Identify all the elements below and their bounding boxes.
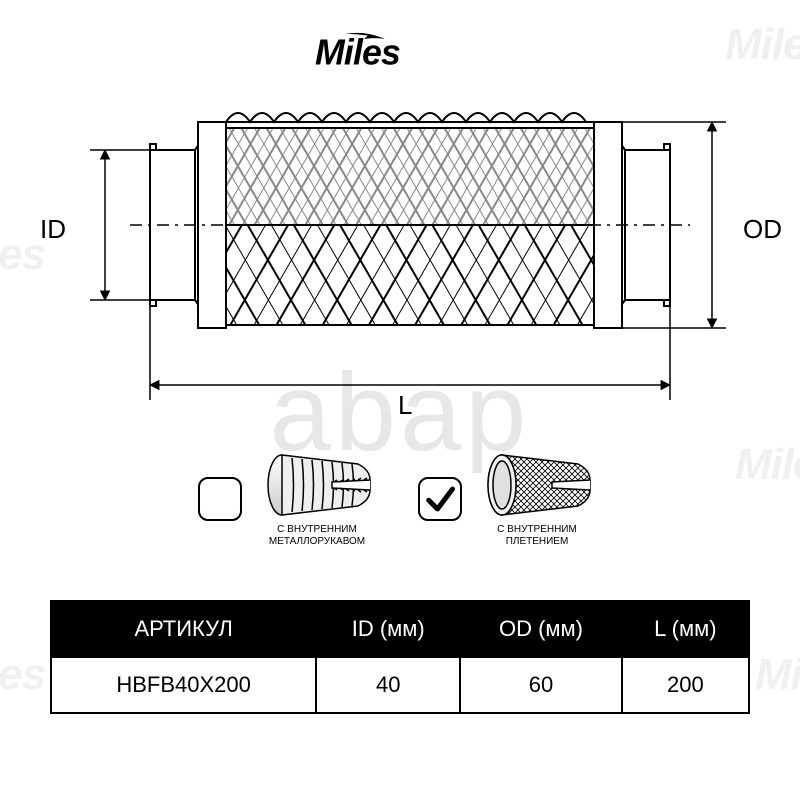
cell-article: HBFB40X200	[51, 657, 316, 713]
option-label: С ВНУТРЕННИМ МЕТАЛЛОРУКАВОМ	[252, 524, 382, 548]
cell-l: 200	[622, 657, 749, 713]
watermark: Miles	[0, 230, 45, 280]
table-row: HBFB40X200 40 60 200	[51, 657, 749, 713]
checkmark-icon	[425, 484, 455, 514]
col-od: OD (мм)	[460, 601, 621, 657]
watermark: Miles	[725, 20, 800, 70]
l-label: L	[398, 390, 412, 421]
table-header-row: АРТИКУЛ ID (мм) OD (мм) L (мм)	[51, 601, 749, 657]
watermark: Miles	[755, 650, 800, 700]
option-label: С ВНУТРЕННИМ ПЛЕТЕНИЕМ	[472, 524, 602, 548]
cell-od: 60	[460, 657, 621, 713]
corrugated-sleeve-icon	[262, 450, 372, 520]
options-row: С ВНУТРЕННИМ МЕТАЛЛОРУКАВОМ	[0, 450, 800, 548]
watermark: Miles	[0, 650, 45, 700]
checkbox-checked	[418, 477, 462, 521]
od-label: OD	[743, 214, 782, 245]
spec-table: АРТИКУЛ ID (мм) OD (мм) L (мм) HBFB40X20…	[50, 600, 750, 714]
svg-text:Miles: Miles	[315, 32, 400, 72]
brand-logo: Miles	[315, 28, 485, 83]
col-article: АРТИКУЛ	[51, 601, 316, 657]
col-l: L (мм)	[622, 601, 749, 657]
cell-id: 40	[316, 657, 460, 713]
technical-diagram: ID OD L	[60, 100, 740, 420]
option-metal-sleeve: С ВНУТРЕННИМ МЕТАЛЛОРУКАВОМ	[198, 450, 382, 548]
col-id: ID (мм)	[316, 601, 460, 657]
id-label: ID	[40, 214, 66, 245]
braided-sleeve-icon	[482, 450, 592, 520]
checkbox-unchecked	[198, 477, 242, 521]
option-braided: С ВНУТРЕННИМ ПЛЕТЕНИЕМ	[418, 450, 602, 548]
